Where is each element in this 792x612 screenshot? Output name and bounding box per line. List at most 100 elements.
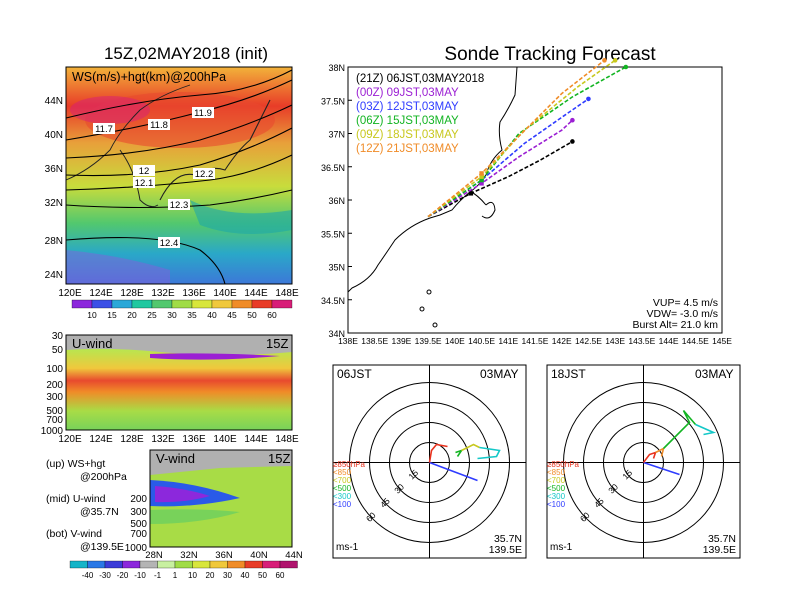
track-lon-tick: 139.5E bbox=[415, 336, 442, 346]
ws-colorbar-label: 40 bbox=[207, 310, 217, 320]
track-burst-point bbox=[570, 139, 575, 144]
track-lon-tick: 140.5E bbox=[468, 336, 495, 346]
ws-colorbar-label: 50 bbox=[247, 310, 257, 320]
legend-notes: (up) WS+hgt @200hPa (mid) U-wind @35.7N … bbox=[46, 458, 127, 554]
hodo-legend-item: <300 bbox=[547, 492, 566, 501]
hodo2-legend: ≥850hPa <850 <700 <500 <300 <100 bbox=[547, 461, 579, 509]
ws-colorbar-cell bbox=[151, 299, 173, 309]
track-lon-tick: 144E bbox=[659, 336, 679, 346]
hodo-legend-item: <300 bbox=[333, 492, 352, 501]
ws-colorbar-label: 35 bbox=[187, 310, 197, 320]
hodograph-ring-label: 30 bbox=[392, 482, 406, 496]
hodograph-ring bbox=[623, 442, 664, 483]
hodograph-trace bbox=[455, 449, 464, 457]
height-contour-label: 12.1 bbox=[135, 178, 154, 189]
hodo-legend-item: <500 bbox=[333, 484, 352, 493]
track-lon-tick: 142.5E bbox=[575, 336, 602, 346]
v-pressure-tick: 500 bbox=[130, 519, 147, 530]
u-pressure-tick: 50 bbox=[52, 345, 64, 356]
hodograph-ring bbox=[583, 402, 704, 523]
wind-colorbar-cell bbox=[174, 560, 193, 569]
u-pressure-tick: 30 bbox=[52, 331, 64, 342]
track-lon-tick: 142E bbox=[552, 336, 572, 346]
height-contour-label: 12.3 bbox=[170, 200, 189, 211]
v-lat-tick: 36N bbox=[215, 550, 233, 561]
track-lat-tick: 38N bbox=[328, 63, 345, 73]
hodo2-loc: 35.7N 139.5E bbox=[684, 534, 736, 556]
track-lon-tick: 143.5E bbox=[628, 336, 655, 346]
map-lat-tick: 24N bbox=[45, 270, 63, 281]
legend-note: (mid) U-wind bbox=[46, 493, 106, 505]
u-lon-tick: 124E bbox=[89, 434, 113, 445]
wind-colorbar-cell bbox=[139, 560, 158, 569]
track-burst-point bbox=[586, 96, 591, 102]
wind-colorbar-label: -1 bbox=[154, 571, 162, 580]
hodo2-time: 18JST bbox=[551, 367, 586, 381]
wind-colorbar-cell bbox=[87, 560, 106, 569]
hodo-legend-item: <100 bbox=[333, 500, 352, 509]
map-lon-tick: 128E bbox=[120, 288, 144, 299]
track-marker bbox=[479, 177, 484, 183]
track-lon-tick: 141.5E bbox=[522, 336, 549, 346]
wind-colorbar-cell bbox=[279, 560, 298, 569]
ws-colorbar-label: 60 bbox=[267, 310, 277, 320]
v-lat-tick: 32N bbox=[180, 550, 198, 561]
v-lat-tick: 44N bbox=[285, 550, 303, 561]
track-lat-tick: 35.5N bbox=[321, 229, 345, 239]
map-lon-tick: 144E bbox=[244, 288, 268, 299]
ws-map-title: 15Z,02MAY2018 (init) bbox=[103, 44, 269, 63]
u-lon-tick: 148E bbox=[275, 434, 299, 445]
wind-colorbar-cell bbox=[209, 560, 228, 569]
hodo1-date: 03MAY bbox=[480, 367, 519, 381]
hodograph-ring-label: 60 bbox=[364, 510, 378, 524]
hodograph-ring-label: 15 bbox=[406, 467, 420, 481]
track-lon-tick: 138E bbox=[338, 336, 358, 346]
u-lon-tick: 144E bbox=[244, 434, 268, 445]
track-marker bbox=[479, 177, 484, 183]
hodo1-lat: 35.7N bbox=[493, 533, 522, 545]
height-label-box bbox=[133, 177, 155, 188]
legend-note: @35.7N bbox=[80, 506, 119, 518]
hodograph-ring bbox=[349, 382, 510, 543]
hodo-legend-item: <100 bbox=[547, 500, 566, 509]
ws-colorbar-label: 10 bbox=[87, 310, 97, 320]
u-pressure-tick: 500 bbox=[46, 406, 63, 417]
ws-colorbar-label: 15 bbox=[107, 310, 117, 320]
hodograph-ring bbox=[603, 422, 684, 503]
wind-colorbar-label: 10 bbox=[188, 571, 197, 580]
track-lat-tick: 36N bbox=[328, 196, 345, 206]
hodograph-ring bbox=[369, 402, 490, 523]
track-legend: (21Z) 06JST,03MAY2018 (00Z) 09JST,03MAY … bbox=[356, 72, 484, 156]
ws-colorbar-cell bbox=[91, 299, 113, 309]
map-lon-tick: 140E bbox=[213, 288, 237, 299]
track-lon-tick: 140E bbox=[445, 336, 465, 346]
height-label-box bbox=[133, 165, 155, 176]
v-wind-title: V-wind bbox=[156, 451, 196, 466]
height-contour-label: 12.4 bbox=[160, 238, 179, 249]
wind-colorbar-cell bbox=[69, 560, 88, 569]
wind-colorbar-label: 30 bbox=[223, 571, 232, 580]
map-lon-tick: 124E bbox=[89, 288, 113, 299]
track-lat-tick: 37N bbox=[328, 130, 345, 140]
hodo1-loc: 35.7N 139.5E bbox=[470, 534, 522, 556]
height-label-box bbox=[148, 119, 170, 130]
hodo-legend-item: <850 bbox=[333, 468, 352, 477]
hodograph-trace bbox=[662, 409, 697, 450]
height-label-box bbox=[93, 123, 115, 134]
hodograph-trace bbox=[428, 443, 448, 463]
hodograph-trace bbox=[655, 447, 665, 457]
v-lat-tick: 28N bbox=[145, 550, 163, 561]
ws-colorbar-cell bbox=[211, 299, 233, 309]
track-legend-item: (09Z) 18JST,03MAY bbox=[356, 129, 459, 141]
track-lon-tick: 143E bbox=[605, 336, 625, 346]
legend-note: @200hPa bbox=[80, 471, 127, 483]
height-contour-label: 11.7 bbox=[95, 124, 113, 135]
hodograph-ring bbox=[389, 422, 470, 503]
ws-colorbar-label: 45 bbox=[227, 310, 237, 320]
map-lon-tick: 120E bbox=[58, 288, 82, 299]
hodo1-lon: 139.5E bbox=[488, 544, 522, 556]
track-legend-item: (12Z) 21JST,03MAY bbox=[356, 143, 459, 155]
wind-colorbar-label: 20 bbox=[206, 571, 215, 580]
track-lon-tick: 141E bbox=[498, 336, 518, 346]
u-pressure-tick: 100 bbox=[46, 364, 63, 375]
